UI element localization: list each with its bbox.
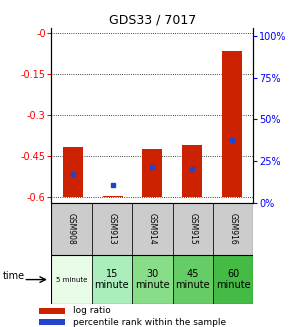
Bar — [173, 255, 213, 304]
Bar — [51, 255, 92, 304]
Text: 30
minute: 30 minute — [135, 269, 170, 290]
Title: GDS33 / 7017: GDS33 / 7017 — [109, 14, 196, 26]
Text: 45
minute: 45 minute — [176, 269, 210, 290]
Text: GSM915: GSM915 — [188, 213, 197, 245]
Text: GSM916: GSM916 — [229, 213, 238, 245]
Bar — [39, 308, 65, 314]
Bar — [51, 203, 92, 255]
Text: 15
minute: 15 minute — [95, 269, 129, 290]
Bar — [142, 149, 162, 197]
Text: 5 minute: 5 minute — [56, 277, 87, 283]
Text: log ratio: log ratio — [74, 306, 111, 315]
Bar — [132, 255, 173, 304]
Bar — [92, 255, 132, 304]
Bar — [132, 203, 173, 255]
Bar — [103, 196, 123, 197]
Bar — [213, 255, 253, 304]
Bar — [39, 319, 65, 325]
Bar — [213, 203, 253, 255]
Bar — [173, 203, 213, 255]
Bar — [92, 203, 132, 255]
Text: 60
minute: 60 minute — [216, 269, 251, 290]
Bar — [182, 145, 202, 197]
Text: GSM914: GSM914 — [148, 213, 157, 245]
Text: time: time — [3, 271, 25, 281]
Text: GSM908: GSM908 — [67, 213, 76, 245]
Bar — [63, 147, 83, 197]
Text: percentile rank within the sample: percentile rank within the sample — [74, 318, 226, 327]
Bar — [222, 51, 241, 197]
Text: GSM913: GSM913 — [108, 213, 116, 245]
